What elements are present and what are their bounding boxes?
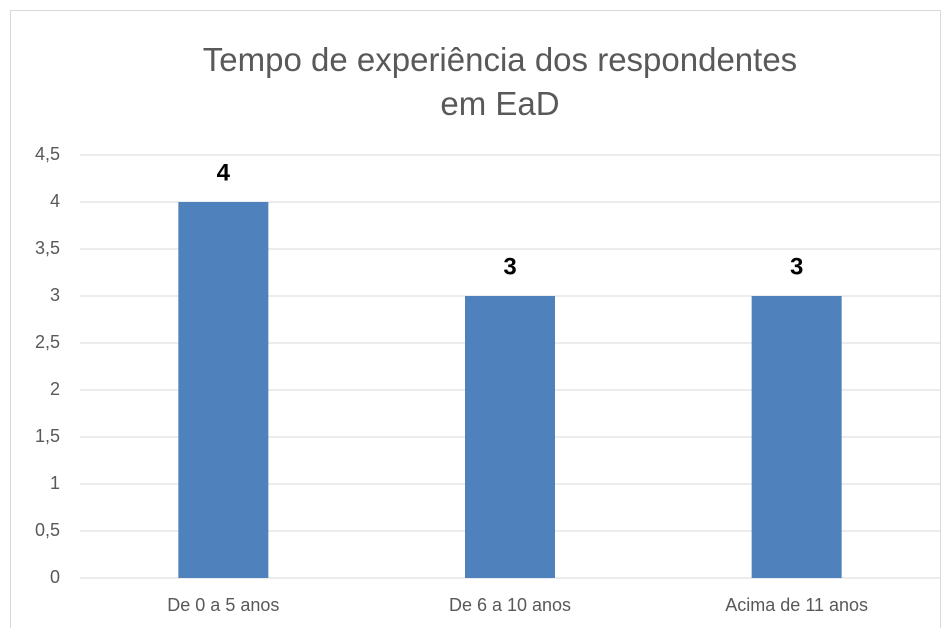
- y-tick-label: 1: [50, 473, 60, 493]
- data-label: 4: [217, 159, 231, 186]
- data-label: 3: [790, 253, 803, 280]
- x-tick-label: De 6 a 10 anos: [449, 595, 571, 615]
- y-tick-label: 4: [50, 191, 60, 211]
- y-tick-label: 2: [50, 379, 60, 399]
- y-tick-label: 0,5: [35, 520, 60, 540]
- y-tick-label: 2,5: [35, 332, 60, 352]
- y-tick-label: 0: [50, 567, 60, 587]
- chart-border: [10, 10, 941, 628]
- chart-title: Tempo de experiência dos respondentes em…: [202, 41, 798, 122]
- bar: [178, 202, 269, 578]
- y-tick-label: 3: [50, 285, 60, 305]
- bar: [751, 296, 842, 578]
- x-tick-label: Acima de 11 anos: [725, 595, 868, 615]
- y-tick-label: 4,5: [35, 144, 60, 164]
- x-tick-label: De 0 a 5 anos: [167, 595, 279, 615]
- data-label: 3: [503, 253, 516, 280]
- y-tick-label: 1,5: [35, 426, 60, 446]
- y-tick-label: 3,5: [35, 238, 60, 258]
- bar: [465, 296, 555, 578]
